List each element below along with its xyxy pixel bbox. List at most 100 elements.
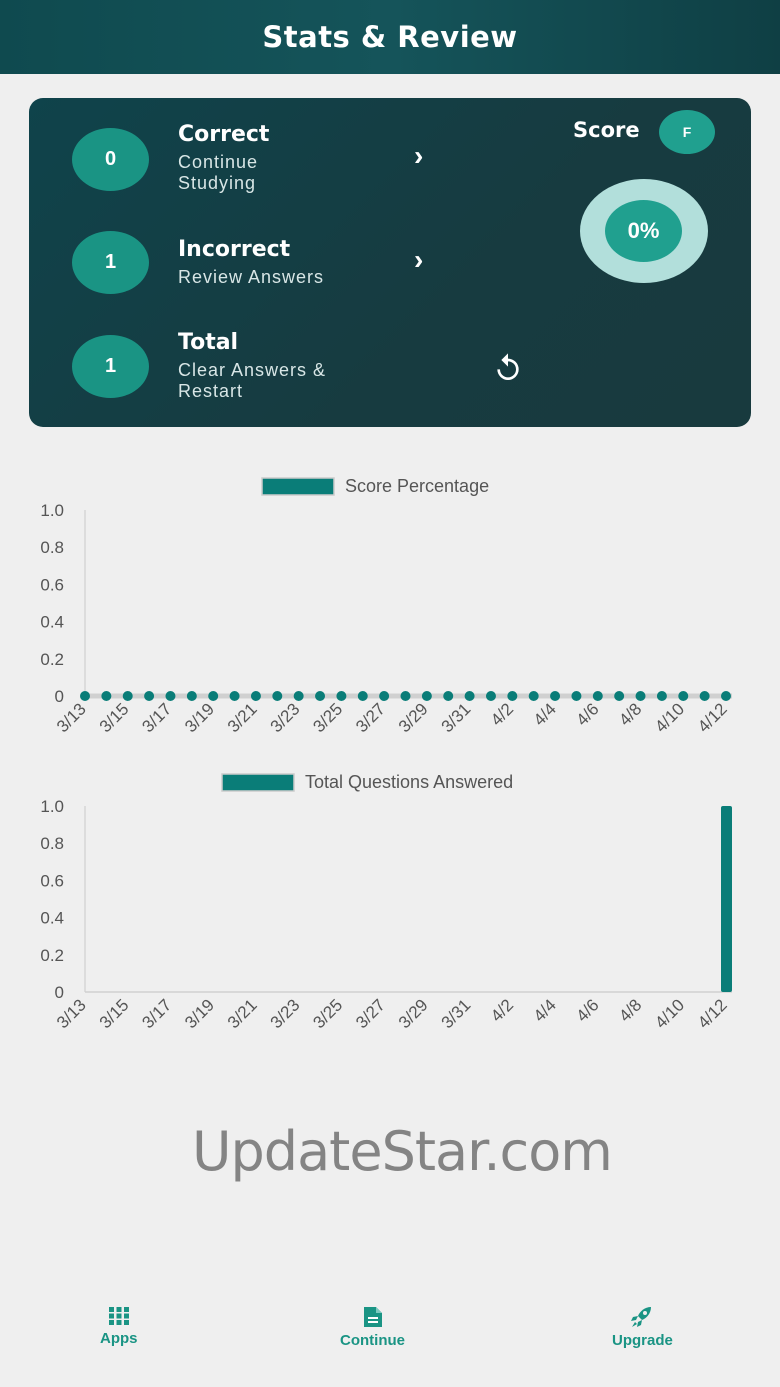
- data-point: [635, 691, 646, 701]
- data-point: [186, 691, 197, 701]
- x-tick-label: 4/4: [530, 699, 560, 729]
- data-point: [485, 691, 496, 701]
- y-tick-label: 1.0: [40, 501, 64, 520]
- nav-upgrade[interactable]: Upgrade: [612, 1306, 673, 1349]
- data-point: [571, 691, 582, 701]
- incorrect-subtitle: Review Answers: [178, 267, 325, 287]
- total-questions-chart: Total Questions Answered 0 0.2 0.4 0.6 0.8 1.0…: [40, 772, 732, 1032]
- data-point: [656, 691, 667, 701]
- total-title: Total: [178, 330, 239, 355]
- score-percent: 0%: [605, 200, 682, 262]
- data-point: [315, 691, 326, 701]
- data-point: [721, 691, 731, 701]
- x-tick-label: 3/23: [267, 995, 304, 1032]
- data-point: [229, 691, 240, 701]
- x-tick-label: 3/15: [96, 995, 133, 1032]
- watermark: UpdateStar.com: [192, 1120, 613, 1183]
- data-point: [614, 691, 625, 701]
- x-tick-label: 4/2: [487, 699, 517, 729]
- grid-icon: [108, 1307, 129, 1325]
- x-tick-label: 4/8: [615, 699, 645, 729]
- y-tick-label: 0.2: [40, 650, 64, 669]
- total-subtitle: Clear Answers & Restart: [178, 360, 327, 401]
- x-tick-label: 4/12: [694, 699, 731, 736]
- data-point: [507, 691, 518, 701]
- data-point: [80, 691, 90, 701]
- y-tick-label: 0: [55, 983, 64, 1002]
- data-point: [528, 691, 539, 701]
- correct-row[interactable]: 0 Correct Continue Studying ›: [29, 122, 509, 208]
- x-tick-label: 3/17: [138, 699, 175, 736]
- data-point: [122, 691, 133, 701]
- data-point: [379, 691, 390, 701]
- legend-label: Total Questions Answered: [305, 772, 513, 792]
- data-point: [272, 691, 283, 701]
- data-point: [464, 691, 475, 701]
- bar: [721, 806, 732, 992]
- x-tick-label: 3/27: [352, 699, 389, 736]
- x-tick-label: 3/29: [395, 995, 432, 1032]
- x-tick-label: 3/25: [309, 699, 346, 736]
- x-tick-label: 3/23: [267, 699, 304, 736]
- x-tick-label: 3/31: [438, 699, 475, 736]
- legend-swatch: [261, 477, 335, 496]
- x-tick-label: 3/29: [395, 699, 432, 736]
- grade-badge: F: [659, 110, 715, 154]
- score-ring: 0%: [580, 179, 708, 283]
- data-point: [400, 691, 411, 701]
- y-tick-label: 0.4: [40, 909, 64, 928]
- data-point: [250, 691, 261, 701]
- x-tick-label: 3/21: [224, 995, 261, 1032]
- y-tick-label: 0.2: [40, 946, 64, 965]
- data-point: [443, 691, 454, 701]
- y-tick-label: 1.0: [40, 797, 64, 816]
- legend-swatch: [221, 773, 295, 792]
- x-tick-label: 3/19: [181, 995, 218, 1032]
- total-row[interactable]: 1 Total Clear Answers & Restart: [29, 330, 519, 415]
- incorrect-title: Incorrect: [178, 237, 291, 262]
- x-tick-label: 4/10: [651, 995, 688, 1032]
- nav-apps[interactable]: Apps: [100, 1306, 138, 1347]
- x-tick-label: 3/15: [96, 699, 133, 736]
- data-point: [101, 691, 112, 701]
- document-icon: [363, 1307, 382, 1327]
- x-tick-label: 3/21: [224, 699, 261, 736]
- data-point: [592, 691, 603, 701]
- app-header: Stats & Review: [0, 0, 780, 74]
- chevron-right-icon[interactable]: ›: [414, 140, 424, 171]
- nav-continue[interactable]: Continue: [340, 1306, 405, 1349]
- data-point: [144, 691, 155, 701]
- x-tick-label: 3/17: [138, 995, 175, 1032]
- score-label: Score: [573, 118, 640, 142]
- data-point: [165, 691, 176, 701]
- y-tick-label: 0.8: [40, 538, 64, 557]
- restart-icon[interactable]: [492, 352, 524, 384]
- x-tick-label: 4/6: [572, 699, 602, 729]
- nav-apps-label: Apps: [100, 1330, 138, 1347]
- y-tick-label: 0.6: [40, 575, 64, 594]
- data-point: [336, 691, 347, 701]
- x-tick-label: 4/2: [487, 995, 517, 1025]
- data-point: [421, 691, 432, 701]
- incorrect-count: 1: [72, 231, 149, 294]
- incorrect-row[interactable]: 1 Incorrect Review Answers ›: [29, 231, 509, 311]
- correct-title: Correct: [178, 122, 270, 147]
- y-tick-label: 0.6: [40, 871, 64, 890]
- total-count: 1: [72, 335, 149, 398]
- summary-card: 0 Correct Continue Studying › 1 Incorrec…: [29, 98, 751, 427]
- x-tick-label: 3/31: [438, 995, 475, 1032]
- data-point: [678, 691, 689, 701]
- y-tick-label: 0.8: [40, 834, 64, 853]
- correct-count: 0: [72, 128, 149, 191]
- chevron-right-icon[interactable]: ›: [414, 244, 424, 275]
- data-point: [293, 691, 304, 701]
- x-tick-label: 4/10: [651, 699, 688, 736]
- x-tick-label: 3/27: [352, 995, 389, 1032]
- x-tick-label: 4/12: [694, 995, 731, 1032]
- nav-upgrade-label: Upgrade: [612, 1332, 673, 1349]
- page-title: Stats & Review: [262, 20, 518, 54]
- x-tick-label: 3/25: [309, 995, 346, 1032]
- legend-label: Score Percentage: [345, 476, 489, 496]
- x-tick-label: 4/6: [572, 995, 602, 1025]
